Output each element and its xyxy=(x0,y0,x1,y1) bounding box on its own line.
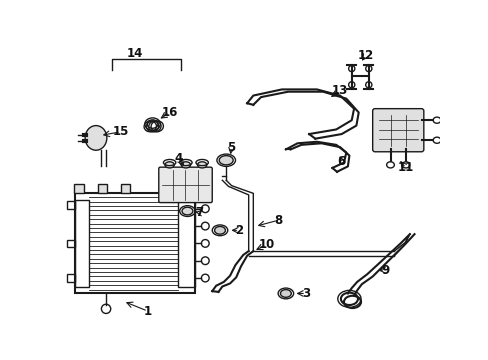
Bar xyxy=(121,184,130,193)
FancyBboxPatch shape xyxy=(372,109,423,152)
Text: 1: 1 xyxy=(143,305,152,318)
Text: 11: 11 xyxy=(397,161,413,175)
Text: 6: 6 xyxy=(337,154,345,167)
FancyBboxPatch shape xyxy=(159,167,212,203)
Text: 12: 12 xyxy=(357,49,373,62)
Text: 5: 5 xyxy=(227,141,235,154)
Text: 13: 13 xyxy=(331,85,347,98)
Bar xyxy=(67,239,75,247)
Text: 9: 9 xyxy=(380,264,388,277)
Ellipse shape xyxy=(144,118,160,130)
Bar xyxy=(74,184,83,193)
Bar xyxy=(97,184,107,193)
Text: 10: 10 xyxy=(258,238,274,251)
Ellipse shape xyxy=(280,289,291,297)
Ellipse shape xyxy=(214,226,225,234)
Text: 4: 4 xyxy=(174,152,183,165)
Text: 14: 14 xyxy=(126,48,142,60)
Text: 7: 7 xyxy=(195,206,203,219)
Text: 8: 8 xyxy=(273,214,282,227)
Ellipse shape xyxy=(164,162,174,168)
Bar xyxy=(67,274,75,282)
Text: 15: 15 xyxy=(112,125,129,138)
Bar xyxy=(75,199,89,287)
Bar xyxy=(178,199,195,287)
Text: 2: 2 xyxy=(235,224,243,237)
Text: 3: 3 xyxy=(302,287,309,300)
Ellipse shape xyxy=(85,126,107,150)
Bar xyxy=(67,201,75,209)
Ellipse shape xyxy=(182,207,192,215)
Bar xyxy=(75,193,195,293)
Ellipse shape xyxy=(181,162,190,168)
Ellipse shape xyxy=(219,156,233,165)
Ellipse shape xyxy=(197,162,206,168)
Text: 16: 16 xyxy=(161,106,178,119)
